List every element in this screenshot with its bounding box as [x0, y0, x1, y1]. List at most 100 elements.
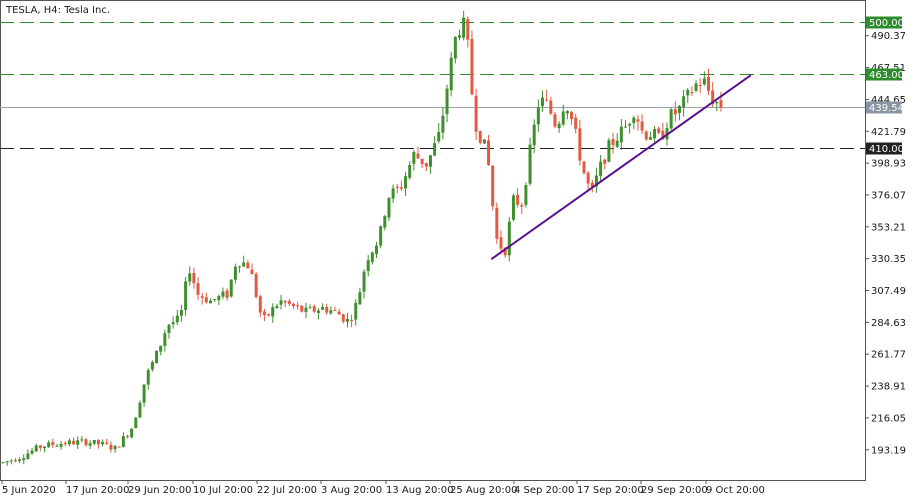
candle-up	[354, 302, 358, 320]
candle-down	[96, 439, 100, 445]
candle-down	[296, 305, 300, 307]
candle-up	[34, 445, 38, 452]
candle-up	[524, 185, 528, 205]
candle-down	[711, 90, 715, 105]
candle-up	[9, 460, 13, 462]
x-tick-label: 3 Aug 20:00	[321, 485, 382, 496]
candle-down	[395, 186, 399, 188]
candle-up	[532, 124, 536, 146]
candle-up	[391, 188, 395, 199]
candle-up	[624, 126, 627, 128]
candle-up	[80, 439, 84, 441]
x-tick-label: 29 Jun 20:00	[128, 485, 192, 496]
candle-up	[536, 107, 540, 125]
candle-down	[657, 128, 661, 133]
x-tick-label: 17 Jun 20:00	[66, 485, 130, 496]
trend-line[interactable]	[490, 74, 752, 260]
candle-up	[213, 299, 217, 301]
candle-up	[304, 307, 308, 312]
candle-up	[271, 307, 275, 317]
candle-up	[146, 370, 150, 385]
candle-up	[155, 350, 159, 364]
candle-up	[619, 126, 623, 143]
candle-up	[30, 450, 34, 454]
candle-up	[366, 260, 370, 272]
candle-up	[677, 105, 681, 114]
candle-down	[582, 161, 586, 174]
candle-up	[557, 123, 561, 129]
candle-down	[262, 311, 266, 315]
candle-up	[379, 226, 383, 246]
candle-down	[574, 117, 578, 129]
candle-up	[511, 195, 515, 220]
y-tick-label: 353.21	[871, 222, 906, 233]
y-tick-label: 193.19	[871, 445, 906, 456]
candle-down	[341, 314, 345, 322]
level-tag-label: 439.54	[869, 103, 904, 114]
candle-up	[43, 446, 46, 449]
candle-down	[84, 439, 88, 446]
candle-up	[437, 131, 441, 142]
candle-down	[516, 194, 520, 205]
y-tick-label: 238.91	[871, 382, 906, 393]
candle-down	[204, 297, 208, 303]
trend-layer	[490, 74, 752, 260]
y-tick-label: 307.49	[871, 286, 906, 297]
candle-up	[138, 402, 142, 418]
candle-down	[644, 131, 648, 140]
candle-up	[561, 111, 565, 125]
x-tick-label: 17 Sep 20:00	[577, 485, 644, 496]
candle-up	[130, 428, 134, 438]
candle-up	[26, 453, 30, 459]
candle-up	[55, 445, 59, 447]
candle-down	[503, 247, 507, 256]
x-tick-label: 29 Sep 20:00	[641, 485, 708, 496]
candle-up	[362, 271, 366, 292]
candle-up	[715, 101, 719, 104]
candle-up	[59, 444, 63, 447]
plot-frame	[0, 0, 866, 481]
candle-down	[707, 76, 710, 91]
candle-up	[150, 362, 154, 370]
candle-down	[267, 314, 271, 316]
candle-up	[175, 315, 179, 323]
candle-down	[200, 296, 204, 298]
candle-down	[545, 99, 549, 101]
candle-up	[370, 252, 374, 262]
candle-down	[719, 100, 723, 108]
candle-down	[13, 460, 17, 462]
candle-up	[628, 123, 632, 126]
candle-up	[428, 155, 432, 167]
candle-up	[171, 322, 175, 325]
level-tag-bg	[866, 16, 902, 29]
level-tag-bg	[866, 142, 902, 155]
candle-up	[594, 175, 598, 187]
candle-up	[412, 151, 416, 164]
candle-down	[246, 262, 250, 269]
candle-up	[702, 78, 706, 85]
x-tick-label: 9 Oct 20:00	[706, 485, 765, 496]
symbol-label: TESLA, H4: Tesla Inc.	[5, 5, 110, 16]
y-tick-label: 398.93	[871, 159, 906, 170]
candle-down	[337, 311, 341, 315]
candle-up	[653, 129, 657, 139]
y-tick-label: 284.63	[871, 318, 906, 329]
x-tick-label: 22 Jul 20:00	[257, 485, 317, 496]
candle-up	[188, 273, 192, 282]
candle-down	[424, 163, 428, 167]
candle-down	[520, 205, 524, 207]
candle-up	[686, 89, 690, 96]
x-tick-label: 4 Sep 20:00	[514, 485, 574, 496]
candle-up	[565, 111, 569, 114]
candle-up	[441, 115, 445, 133]
x-tick-label: 10 Jul 20:00	[193, 485, 253, 496]
candle-up	[229, 279, 233, 297]
candle-down	[254, 274, 258, 297]
candle-up	[209, 300, 212, 304]
candle-up	[238, 266, 242, 268]
candle-up	[163, 333, 167, 346]
candle-down	[51, 442, 55, 446]
candle-down	[258, 296, 262, 313]
